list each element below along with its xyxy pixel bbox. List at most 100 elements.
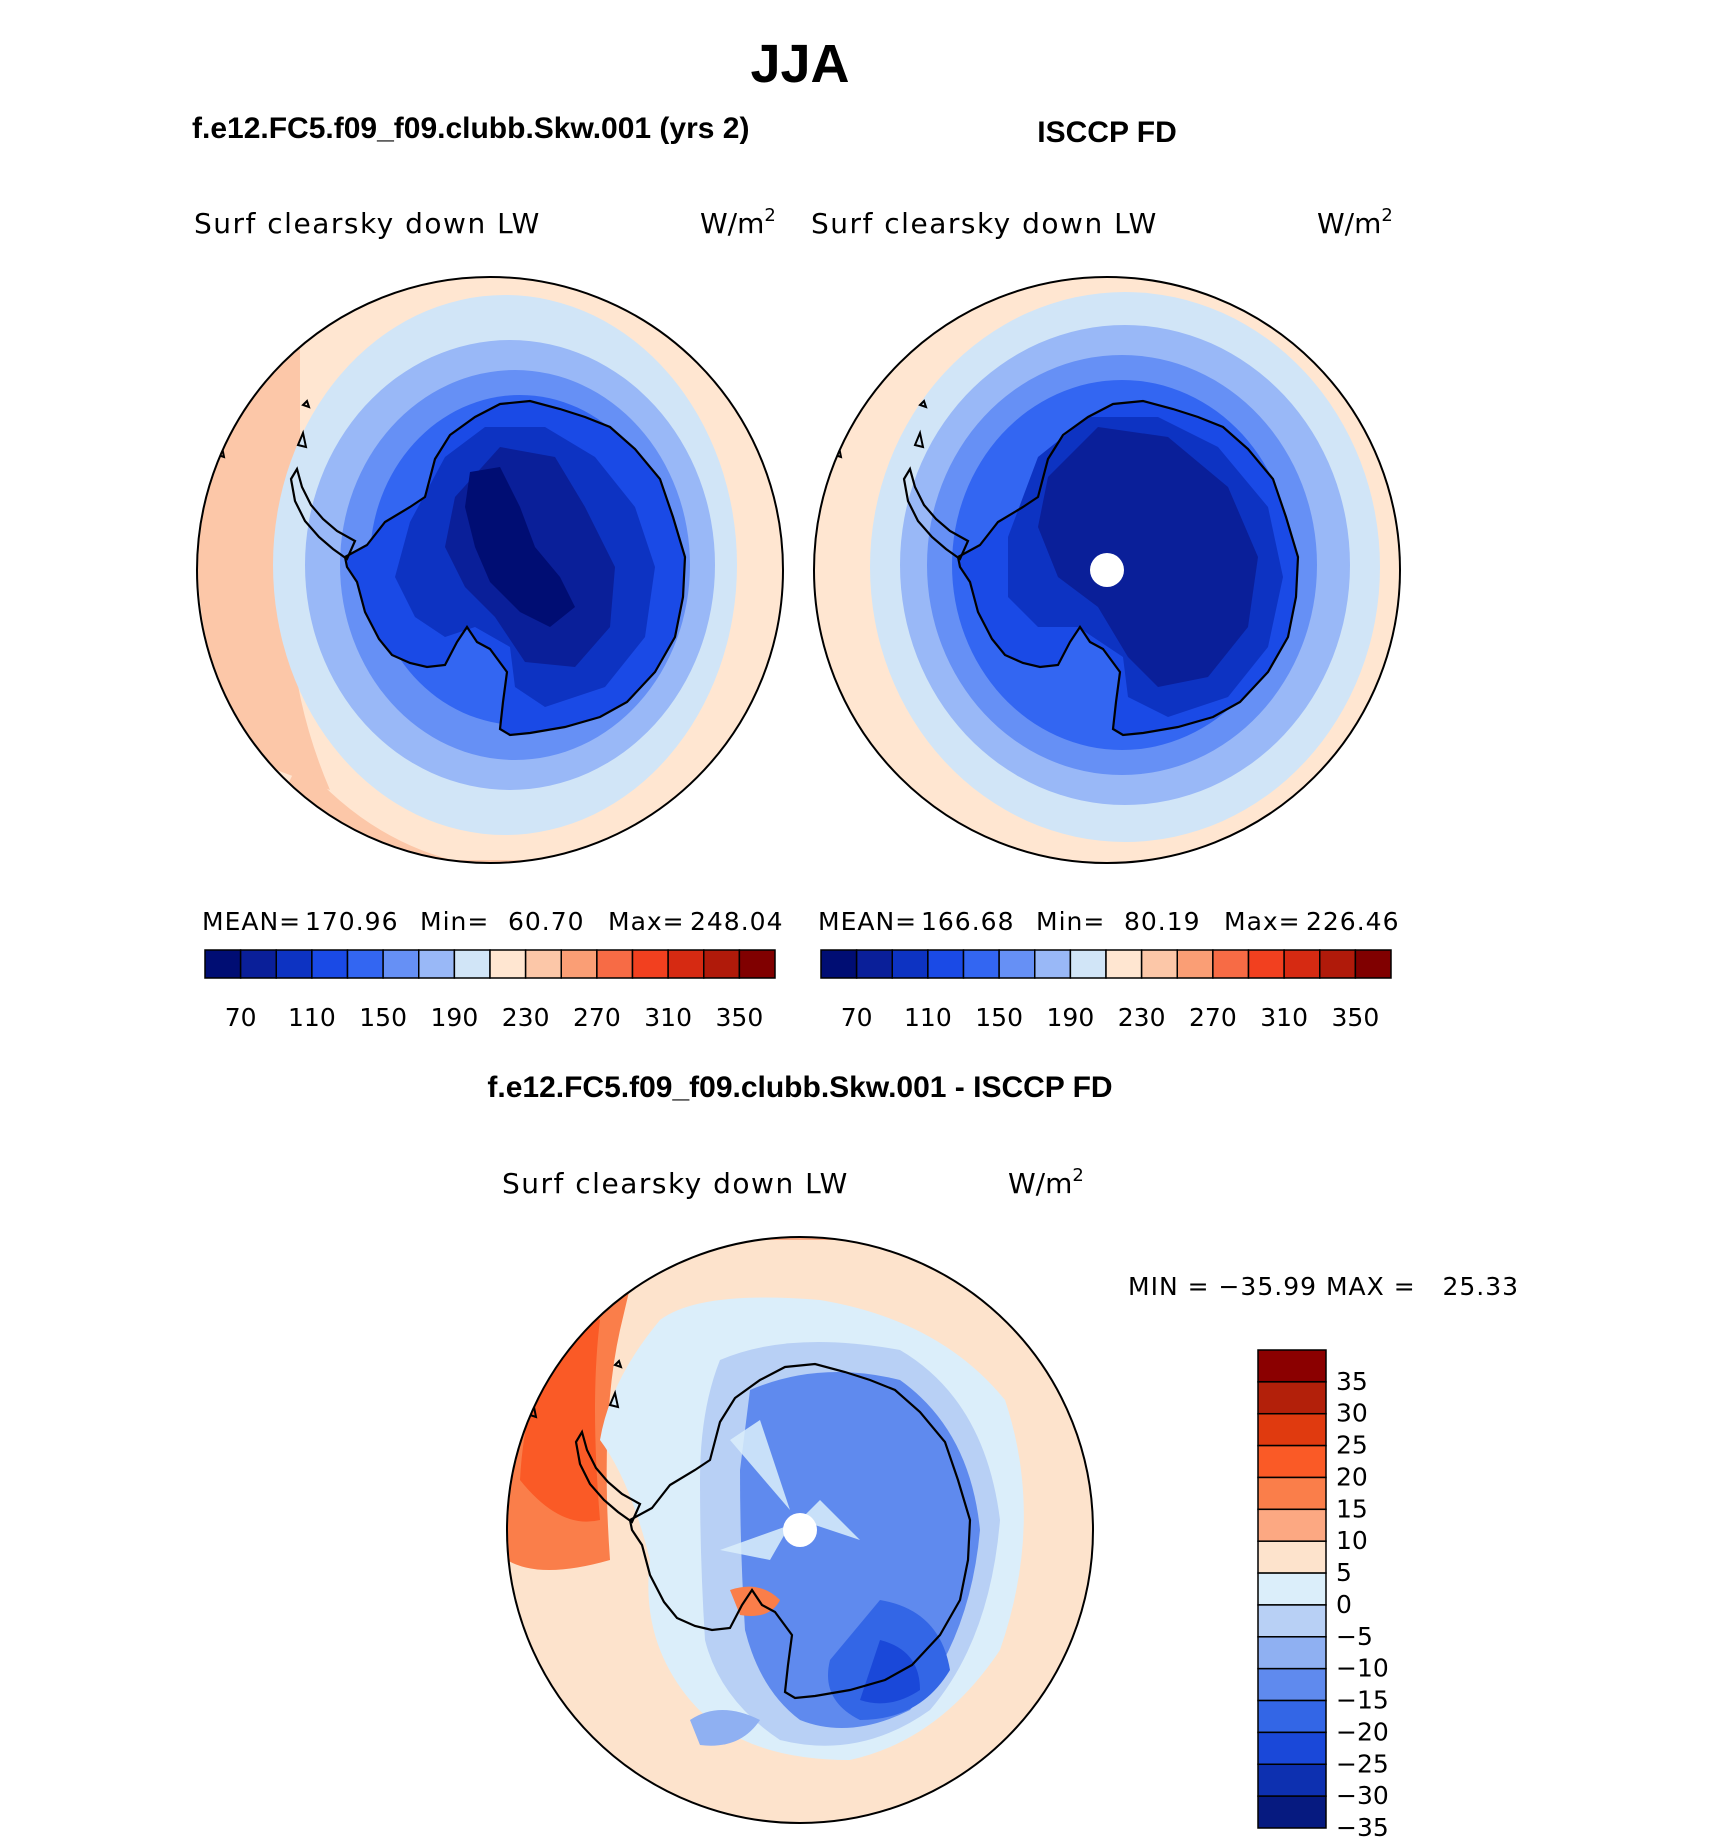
- colorbar-tick-label: 30: [1336, 1399, 1368, 1428]
- colorbar-box: [962, 949, 1000, 979]
- colorbar-box: [453, 949, 491, 979]
- stat-max-value: 248.04: [690, 907, 783, 936]
- panel-obs-stats: MEAN= 166.68 Min= 80.19 Max= 226.46: [818, 907, 1399, 936]
- colorbar-box: [1283, 949, 1321, 979]
- colorbar-tick-label: 190: [1047, 1003, 1095, 1032]
- diff-header: f.e12.FC5.f09_f09.clubb.Skw.001 - ISCCP …: [487, 1071, 1112, 1104]
- colorbar-tick-label: 230: [1118, 1003, 1166, 1032]
- stat-max-label: Max=: [608, 907, 685, 936]
- panel-obs-header: ISCCP FD: [1037, 116, 1176, 149]
- colorbar-tick-label: −10: [1336, 1654, 1389, 1683]
- colorbar-box: [1247, 949, 1285, 979]
- colorbar-box: [275, 949, 313, 979]
- colorbar-tick-label: 20: [1336, 1462, 1368, 1491]
- panel-model-header: f.e12.FC5.f09_f09.clubb.Skw.001 (yrs 2): [192, 112, 749, 145]
- units-exponent: 2: [764, 205, 775, 226]
- colorbar-box: [1257, 1667, 1327, 1702]
- colorbar-box: [1257, 1508, 1327, 1542]
- colorbar-box: [311, 949, 349, 979]
- colorbar-box: [1257, 1444, 1327, 1479]
- diff-units: W/m2: [1008, 1165, 1084, 1200]
- panel-model-variable: Surf clearsky down LW: [194, 207, 541, 240]
- colorbar-box: [738, 949, 776, 979]
- colorbar-box: [1257, 1572, 1327, 1606]
- colorbar-box: [204, 949, 242, 979]
- colorbar-obs: 70 110 150 190 230 270 310 350: [820, 949, 1392, 1032]
- colorbar-tick-label: 310: [1260, 1003, 1308, 1032]
- colorbar-box: [1257, 1763, 1327, 1797]
- stat-min-value: 80.19: [1124, 907, 1201, 936]
- panel-model-units: W/m2: [700, 205, 776, 240]
- map-model-border: [196, 276, 784, 864]
- panel-model-stats: MEAN= 170.96 Min= 60.70 Max= 248.04: [202, 907, 783, 936]
- colorbar-box: [1257, 1381, 1327, 1415]
- colorbar-box: [1354, 949, 1392, 979]
- colorbar-tick-label: −5: [1336, 1622, 1373, 1651]
- colorbar-tick-label: −20: [1336, 1717, 1389, 1746]
- colorbar-box: [239, 949, 277, 979]
- colorbar-box: [596, 949, 634, 979]
- colorbar-box: [1105, 949, 1143, 979]
- colorbar-tick-label: −30: [1336, 1781, 1389, 1810]
- colorbar-tick-label: 310: [644, 1003, 692, 1032]
- colorbar-tick-label: 110: [288, 1003, 336, 1032]
- colorbar-tick-label: 190: [431, 1003, 479, 1032]
- stat-mean-value: 170.96: [305, 907, 398, 936]
- colorbar-tick-label: 15: [1336, 1494, 1368, 1523]
- colorbar-tick-label: 70: [225, 1003, 257, 1032]
- map-model: [197, 277, 783, 863]
- stat-mean-label: MEAN=: [202, 907, 301, 936]
- colorbar-box: [891, 949, 929, 979]
- colorbar-tick-label: −35: [1336, 1813, 1389, 1840]
- stat-min-label: Min=: [1036, 907, 1105, 936]
- colorbar-box: [418, 949, 456, 979]
- colorbar-tick-label: 5: [1336, 1558, 1352, 1587]
- stat-max-value: 226.46: [1306, 907, 1399, 936]
- map-obs-border: [813, 276, 1401, 864]
- units-base: W/m: [1008, 1167, 1072, 1200]
- colorbar-tick-label: 35: [1336, 1367, 1368, 1396]
- colorbar-tick-label: 25: [1336, 1431, 1368, 1460]
- colorbar-tick-label: 150: [359, 1003, 407, 1032]
- colorbar-tick-label: 230: [502, 1003, 550, 1032]
- colorbar-box: [1212, 949, 1250, 979]
- units-exponent: 2: [1072, 1165, 1083, 1186]
- colorbar-box: [382, 949, 420, 979]
- units-base: W/m: [1317, 207, 1381, 240]
- colorbar-tick-label: 70: [841, 1003, 873, 1032]
- colorbar-tick-label: 350: [1332, 1003, 1380, 1032]
- colorbar-box: [1069, 949, 1107, 979]
- colorbar-box: [855, 949, 893, 979]
- units-base: W/m: [700, 207, 764, 240]
- colorbar-box: [1257, 1604, 1327, 1638]
- colorbar-box: [1257, 1795, 1327, 1829]
- colorbar-box: [560, 949, 598, 979]
- colorbar-box: [1257, 1349, 1327, 1383]
- colorbar-box: [703, 949, 741, 979]
- colorbar-box: [631, 949, 669, 979]
- colorbar-box: [1257, 1699, 1327, 1734]
- map-obs: [814, 277, 1400, 863]
- page-title: JJA: [750, 34, 849, 94]
- colorbar-box: [1176, 949, 1214, 979]
- colorbar-tick-label: 150: [975, 1003, 1023, 1032]
- colorbar-tick-label: 10: [1336, 1526, 1368, 1555]
- colorbar-box: [1034, 949, 1072, 979]
- colorbar-box: [1140, 949, 1178, 979]
- colorbar-tick-label: 270: [573, 1003, 621, 1032]
- colorbar-box: [1319, 949, 1357, 979]
- stat-mean-value: 166.68: [921, 907, 1014, 936]
- colorbar-box: [820, 949, 858, 979]
- colorbar-model: 70 110 150 190 230 270 310 350: [204, 949, 776, 1032]
- colorbar-box: [1257, 1636, 1327, 1670]
- pole-mask: [783, 1513, 817, 1547]
- panel-obs-units: W/m2: [1317, 205, 1393, 240]
- stat-max-label: Max=: [1224, 907, 1301, 936]
- colorbar-box: [524, 949, 562, 979]
- colorbar-tick-label: −15: [1336, 1686, 1389, 1715]
- stat-min-label: Min=: [420, 907, 489, 936]
- diff-stats: MIN = −35.99 MAX = 25.33: [1128, 1272, 1519, 1301]
- colorbar-box: [667, 949, 705, 979]
